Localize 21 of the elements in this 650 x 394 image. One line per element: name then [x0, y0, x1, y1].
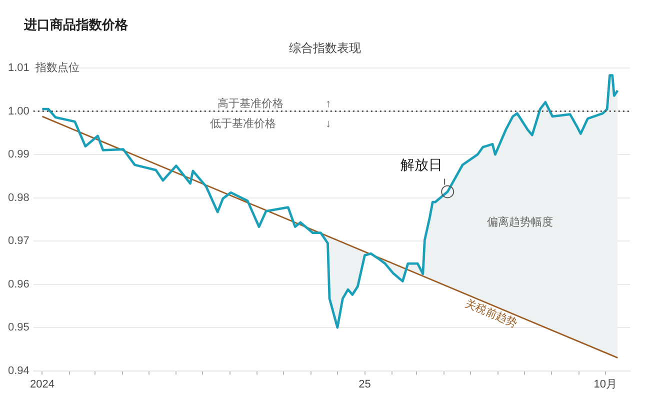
- annotation: ↑: [326, 98, 331, 110]
- y-tick-label: 0.99: [8, 148, 30, 161]
- x-tick-label: 25: [358, 378, 371, 390]
- chart-title: 进口商品指数价格: [24, 16, 128, 34]
- chart-subtitle: 综合指数表现: [288, 40, 362, 57]
- x-tick-label: 10月: [594, 378, 617, 390]
- y-tick-label: 0.97: [8, 235, 30, 248]
- x-tick-label: 2024: [30, 378, 54, 390]
- y-tick-label: 0.94: [8, 364, 30, 377]
- y-tick-label: 1.01: [8, 62, 30, 74]
- annotation: 高于基准价格: [217, 97, 284, 110]
- y-axis-title: 指数点位: [34, 61, 80, 74]
- y-tick-label: 0.95: [8, 322, 30, 334]
- y-tick-label: 0.98: [8, 192, 30, 204]
- annotation: 偏离趋势幅度: [487, 216, 553, 229]
- y-tick-label: 1.00: [8, 105, 30, 118]
- y-tick-label: 0.96: [8, 278, 30, 290]
- text: 关税前趋势: [463, 296, 520, 330]
- annotation: 低于基准价格: [210, 117, 276, 130]
- annotation: ↓: [326, 118, 331, 130]
- annotation: 解放日: [400, 156, 443, 173]
